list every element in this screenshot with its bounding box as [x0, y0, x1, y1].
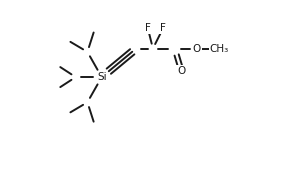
- Text: F: F: [145, 23, 151, 33]
- Text: CH₃: CH₃: [210, 43, 229, 54]
- Text: Si: Si: [97, 72, 106, 82]
- Text: F: F: [160, 23, 166, 33]
- Text: O: O: [177, 66, 185, 76]
- Text: O: O: [193, 43, 201, 54]
